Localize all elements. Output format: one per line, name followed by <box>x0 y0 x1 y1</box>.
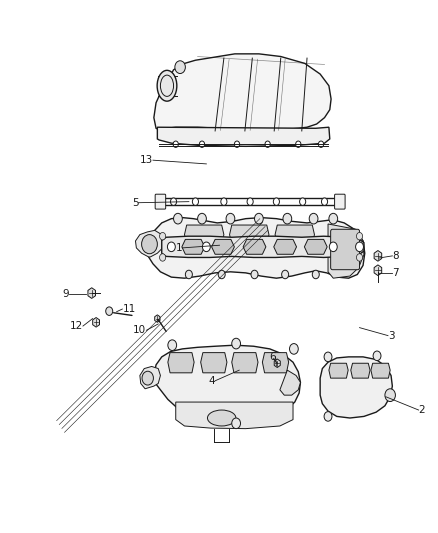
Circle shape <box>356 232 362 240</box>
Circle shape <box>199 141 204 148</box>
Circle shape <box>321 198 327 205</box>
Ellipse shape <box>157 70 177 101</box>
Circle shape <box>311 270 318 279</box>
Text: 9: 9 <box>62 289 68 299</box>
Text: 10: 10 <box>133 325 146 335</box>
Circle shape <box>167 242 175 252</box>
Circle shape <box>281 270 288 279</box>
Polygon shape <box>304 239 326 254</box>
Polygon shape <box>157 127 329 147</box>
Polygon shape <box>262 353 288 373</box>
Polygon shape <box>231 353 258 373</box>
Circle shape <box>174 61 185 74</box>
Circle shape <box>295 141 300 148</box>
Circle shape <box>355 242 363 252</box>
Circle shape <box>328 213 337 224</box>
Polygon shape <box>275 225 314 244</box>
Text: 7: 7 <box>392 268 398 278</box>
Polygon shape <box>153 54 330 130</box>
Circle shape <box>299 198 305 205</box>
FancyBboxPatch shape <box>155 194 165 209</box>
Circle shape <box>251 270 258 279</box>
Circle shape <box>170 198 176 205</box>
Polygon shape <box>154 315 159 322</box>
Circle shape <box>141 235 157 254</box>
Circle shape <box>318 141 323 148</box>
Text: 8: 8 <box>392 251 398 261</box>
Text: 12: 12 <box>70 321 83 331</box>
Circle shape <box>289 344 297 354</box>
Circle shape <box>254 213 263 224</box>
Circle shape <box>192 198 198 205</box>
Text: 3: 3 <box>387 330 394 341</box>
Polygon shape <box>229 225 268 244</box>
Circle shape <box>372 351 380 361</box>
Circle shape <box>234 141 239 148</box>
Text: 4: 4 <box>208 376 215 386</box>
Circle shape <box>231 338 240 349</box>
Polygon shape <box>184 225 223 244</box>
Text: 2: 2 <box>418 405 424 415</box>
Circle shape <box>273 198 279 205</box>
Polygon shape <box>88 288 95 298</box>
Polygon shape <box>243 239 265 254</box>
FancyBboxPatch shape <box>330 229 359 270</box>
Polygon shape <box>319 357 392 418</box>
Polygon shape <box>167 353 194 373</box>
Polygon shape <box>274 359 279 368</box>
Circle shape <box>231 418 240 429</box>
Circle shape <box>265 141 270 148</box>
Circle shape <box>197 213 206 224</box>
Polygon shape <box>200 353 226 373</box>
Circle shape <box>384 389 395 401</box>
Text: 1: 1 <box>175 243 182 253</box>
Polygon shape <box>370 364 389 378</box>
Circle shape <box>226 213 234 224</box>
Polygon shape <box>327 224 363 278</box>
Circle shape <box>173 141 178 148</box>
Circle shape <box>159 254 165 261</box>
Text: 11: 11 <box>122 304 135 314</box>
Circle shape <box>106 307 113 316</box>
Circle shape <box>202 242 210 252</box>
Polygon shape <box>161 236 363 257</box>
Polygon shape <box>373 251 381 261</box>
Circle shape <box>159 232 165 240</box>
Circle shape <box>323 352 331 362</box>
Circle shape <box>142 371 153 385</box>
Polygon shape <box>153 345 300 422</box>
Polygon shape <box>373 265 381 276</box>
Polygon shape <box>175 402 292 429</box>
Circle shape <box>218 270 225 279</box>
Circle shape <box>220 198 226 205</box>
FancyBboxPatch shape <box>334 194 344 209</box>
Circle shape <box>328 242 336 252</box>
Polygon shape <box>350 364 369 378</box>
Text: 6: 6 <box>268 352 275 362</box>
Polygon shape <box>135 230 164 257</box>
Polygon shape <box>148 217 364 278</box>
Polygon shape <box>140 367 160 389</box>
Circle shape <box>283 213 291 224</box>
Circle shape <box>323 411 331 421</box>
Polygon shape <box>273 239 296 254</box>
Circle shape <box>247 198 253 205</box>
Polygon shape <box>328 364 347 378</box>
Circle shape <box>356 254 362 261</box>
Text: 5: 5 <box>131 198 138 208</box>
Circle shape <box>185 270 192 279</box>
Polygon shape <box>279 370 300 395</box>
Polygon shape <box>181 239 204 254</box>
Polygon shape <box>211 239 234 254</box>
Ellipse shape <box>207 410 235 426</box>
Circle shape <box>308 213 317 224</box>
Polygon shape <box>92 318 99 327</box>
Text: 13: 13 <box>139 155 152 165</box>
Circle shape <box>173 213 182 224</box>
Circle shape <box>167 340 176 351</box>
